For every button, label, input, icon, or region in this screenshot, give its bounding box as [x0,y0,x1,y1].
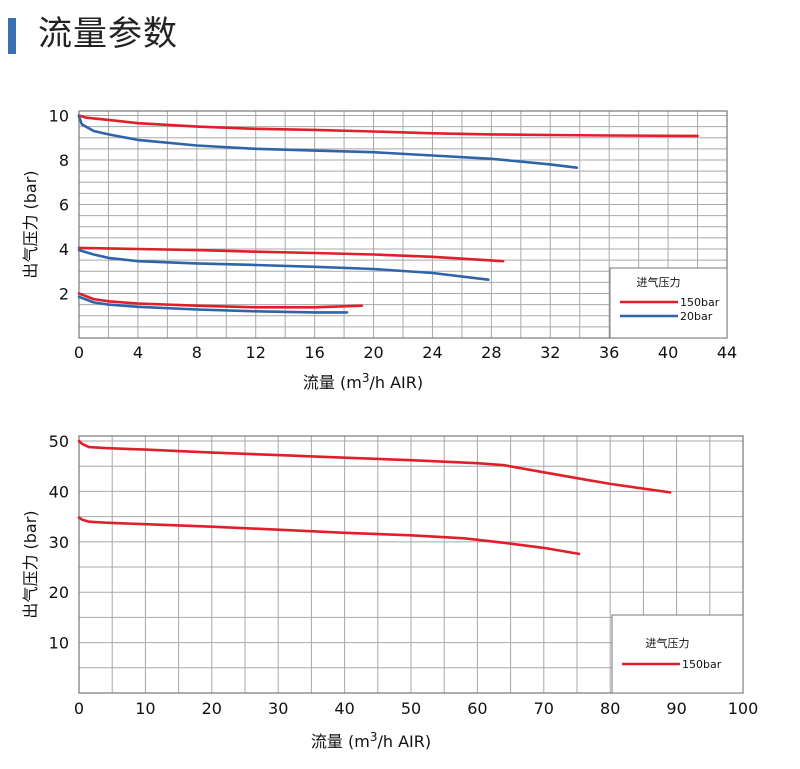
x-tick-label: 44 [717,343,737,362]
chart-2: 0 10 20 30 40 50 60 70 80 90 100 50 40 30 20 10 流量 (m3/h… [21,432,758,751]
x-tick-label: 12 [246,343,266,362]
x-tick-label: 90 [666,699,686,718]
y-axis-label: 出气压力 (bar) [21,510,40,618]
y-tick-label: 20 [49,583,69,602]
legend-box [611,614,744,694]
y-axis-label: 出气压力 (bar) [21,170,40,278]
y-tick-label: 10 [49,634,69,653]
legend-label: 150bar [680,296,720,309]
y-tick-label: 40 [49,482,69,501]
x-tick-label: 50 [401,699,421,718]
x-tick-label: 0 [74,699,84,718]
legend-label: 20bar [680,310,713,323]
x-tick-label: 20 [363,343,383,362]
series-line-20bar [77,295,349,314]
y-tick-label: 50 [49,432,69,451]
x-tick-label: 100 [728,699,759,718]
y-tick-label: 6 [59,195,69,214]
x-tick-label: 60 [467,699,487,718]
x-tick-label: 70 [534,699,554,718]
y-tick-label: 8 [59,151,69,170]
legend-title: 进气压力 [646,636,690,650]
x-tick-label: 8 [192,343,202,362]
series-line-20bar [77,115,579,169]
x-tick-label: 40 [334,699,354,718]
page-title: 流量参数 [38,14,178,54]
plot-frame [78,435,744,694]
x-tick-label: 4 [133,343,143,362]
y-tick-label: 2 [59,284,69,303]
series-line-150bar [77,246,505,263]
header: 流量参数 [0,0,800,70]
legend-label: 150bar [682,658,722,671]
legend-title: 进气压力 [637,275,681,289]
x-tick-label: 32 [540,343,560,362]
grid [79,111,727,338]
legend: 进气压力 150bar [611,614,744,694]
y-tick-label: 30 [49,533,69,552]
x-tick-label: 28 [481,343,501,362]
chart-1: 0 4 8 12 16 20 24 28 32 36 40 44 10 8 6 4 2 流量 (m3/h AIR)… [21,106,737,392]
plot-frame [78,110,728,339]
x-tick-label: 24 [422,343,442,362]
header-accent-bar [8,18,16,54]
series-line-150bar [77,516,581,556]
series-line-150bar [77,439,672,494]
series-line-150bar [77,114,699,138]
x-axis-label: 流量 (m3/h AIR) [311,730,431,751]
y-tick-label: 10 [49,106,69,125]
x-tick-label: 40 [658,343,678,362]
x-tick-label: 10 [135,699,155,718]
x-tick-label: 30 [268,699,288,718]
x-tick-label: 20 [202,699,222,718]
series-line-20bar [77,248,490,281]
x-tick-label: 16 [304,343,324,362]
x-tick-label: 80 [600,699,620,718]
y-tick-label: 4 [59,240,69,259]
x-axis-label: 流量 (m3/h AIR) [303,371,423,392]
x-tick-label: 36 [599,343,619,362]
x-tick-label: 0 [74,343,84,362]
series-line-150bar [77,292,364,309]
